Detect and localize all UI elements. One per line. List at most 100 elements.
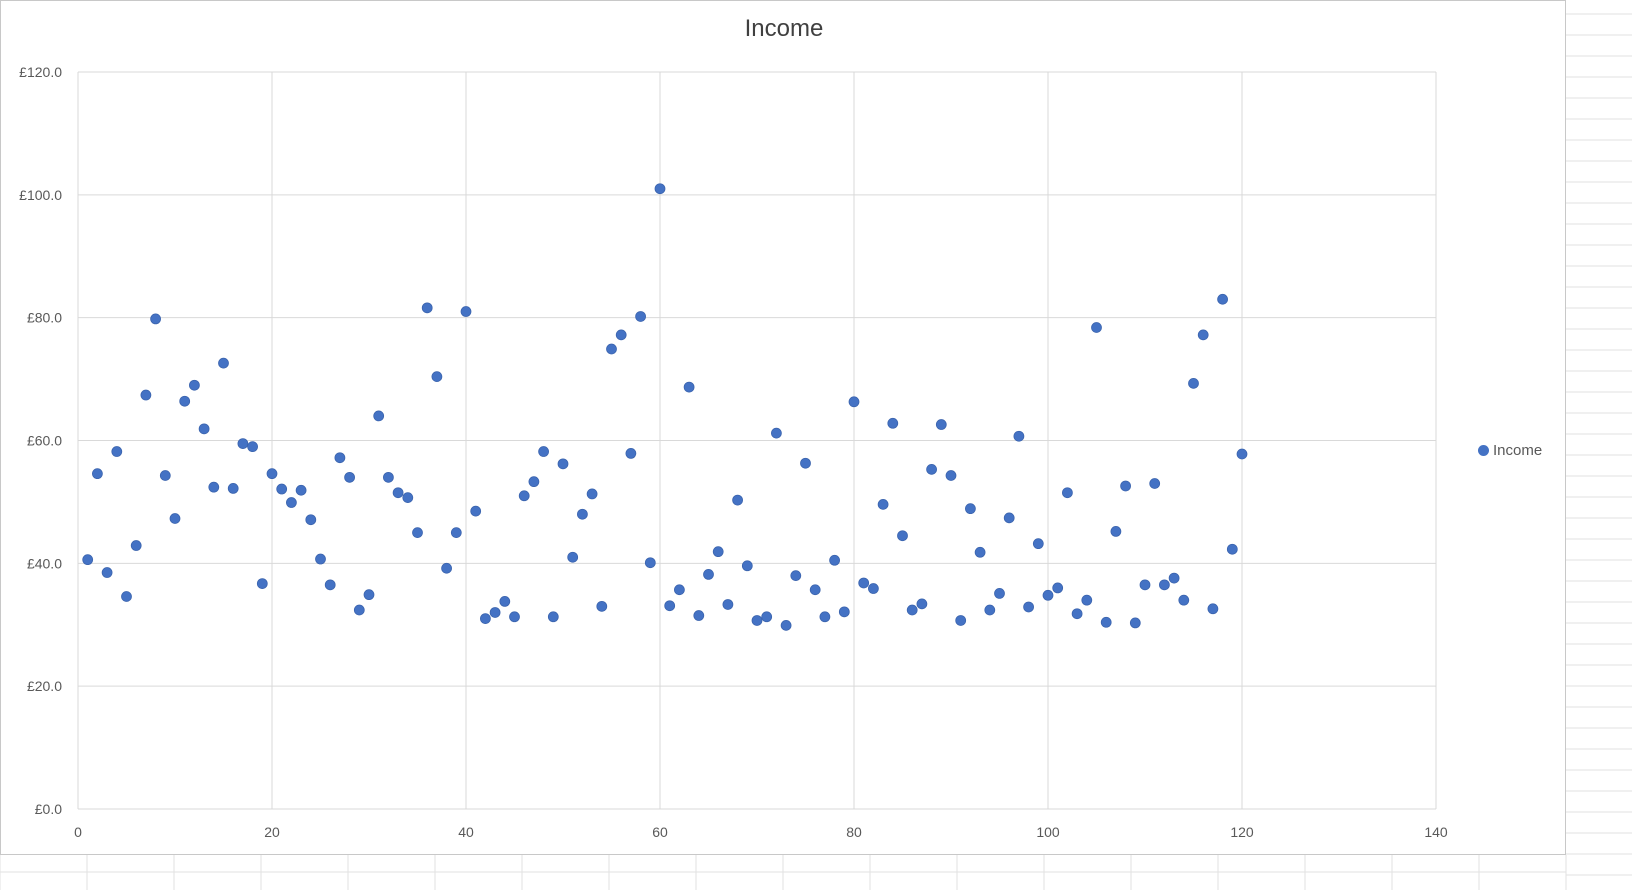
data-point[interactable] bbox=[615, 329, 627, 341]
data-point[interactable] bbox=[1052, 582, 1064, 594]
data-point[interactable] bbox=[92, 468, 103, 480]
data-point[interactable] bbox=[1168, 572, 1180, 584]
data-point[interactable] bbox=[1042, 589, 1054, 601]
data-point[interactable] bbox=[315, 553, 326, 565]
data-point[interactable] bbox=[421, 302, 433, 314]
data-point[interactable] bbox=[431, 371, 443, 383]
data-point[interactable] bbox=[169, 513, 181, 524]
data-point[interactable] bbox=[848, 396, 860, 408]
data-point[interactable] bbox=[538, 446, 549, 457]
data-point[interactable] bbox=[1071, 608, 1083, 620]
data-point[interactable] bbox=[1003, 512, 1015, 524]
data-point[interactable] bbox=[1081, 594, 1093, 606]
data-point[interactable] bbox=[179, 395, 191, 407]
data-point[interactable] bbox=[499, 596, 511, 607]
data-point[interactable] bbox=[1023, 601, 1034, 613]
data-point[interactable] bbox=[935, 419, 947, 430]
data-point[interactable] bbox=[334, 452, 346, 464]
data-point[interactable] bbox=[518, 490, 530, 502]
data-point[interactable] bbox=[528, 476, 540, 488]
data-point[interactable] bbox=[1120, 480, 1131, 492]
data-point[interactable] bbox=[984, 604, 996, 616]
data-point[interactable] bbox=[150, 313, 161, 325]
data-point[interactable] bbox=[412, 527, 423, 538]
data-point[interactable] bbox=[276, 483, 288, 495]
data-point[interactable] bbox=[383, 471, 394, 483]
legend[interactable]: Income bbox=[1478, 442, 1542, 459]
data-point[interactable] bbox=[441, 562, 452, 574]
data-point[interactable] bbox=[625, 448, 637, 459]
data-point[interactable] bbox=[392, 487, 404, 499]
data-point[interactable] bbox=[751, 615, 763, 626]
data-point[interactable] bbox=[1178, 594, 1190, 606]
data-point[interactable] bbox=[140, 389, 152, 401]
data-point[interactable] bbox=[683, 381, 695, 393]
data-point[interactable] bbox=[1197, 329, 1209, 341]
data-point[interactable] bbox=[703, 569, 714, 580]
data-point[interactable] bbox=[363, 589, 375, 601]
data-point[interactable] bbox=[111, 446, 123, 457]
data-point[interactable] bbox=[800, 457, 811, 469]
data-point[interactable] bbox=[974, 546, 986, 558]
data-point[interactable] bbox=[130, 540, 142, 551]
data-point[interactable] bbox=[741, 560, 753, 572]
data-point[interactable] bbox=[1110, 526, 1122, 537]
data-point[interactable] bbox=[674, 584, 685, 596]
data-point[interactable] bbox=[247, 441, 258, 453]
data-point[interactable] bbox=[1139, 579, 1151, 591]
data-point[interactable] bbox=[732, 494, 743, 506]
data-point[interactable] bbox=[916, 598, 928, 610]
data-point[interactable] bbox=[809, 584, 821, 596]
data-point[interactable] bbox=[654, 183, 666, 195]
data-point[interactable] bbox=[1013, 430, 1025, 442]
data-point[interactable] bbox=[858, 577, 870, 589]
data-point[interactable] bbox=[1062, 487, 1073, 499]
data-point[interactable] bbox=[237, 438, 249, 449]
data-point[interactable] bbox=[1159, 579, 1170, 591]
data-point[interactable] bbox=[1207, 603, 1219, 615]
data-point[interactable] bbox=[644, 557, 656, 569]
data-point[interactable] bbox=[635, 311, 646, 322]
data-point[interactable] bbox=[1226, 543, 1238, 555]
data-point[interactable] bbox=[606, 343, 617, 355]
data-point[interactable] bbox=[373, 410, 385, 422]
data-point[interactable] bbox=[547, 611, 559, 623]
data-point[interactable] bbox=[868, 583, 879, 594]
data-point[interactable] bbox=[208, 481, 220, 493]
data-point[interactable] bbox=[1188, 378, 1199, 389]
data-point[interactable] bbox=[1129, 617, 1141, 629]
data-point[interactable] bbox=[557, 458, 569, 470]
data-point[interactable] bbox=[324, 579, 336, 591]
data-point[interactable] bbox=[577, 508, 588, 520]
data-point[interactable] bbox=[101, 567, 113, 578]
data-point[interactable] bbox=[295, 484, 307, 496]
data-point[interactable] bbox=[906, 604, 918, 616]
data-point[interactable] bbox=[994, 588, 1005, 599]
data-point[interactable] bbox=[1032, 538, 1044, 550]
data-point[interactable] bbox=[1100, 616, 1112, 628]
data-point[interactable] bbox=[838, 606, 850, 618]
data-point[interactable] bbox=[722, 599, 734, 610]
data-point[interactable] bbox=[596, 600, 608, 612]
data-point[interactable] bbox=[353, 604, 365, 616]
data-point[interactable] bbox=[82, 554, 94, 566]
data-point[interactable] bbox=[945, 470, 957, 481]
data-point[interactable] bbox=[218, 357, 229, 369]
data-point[interactable] bbox=[829, 554, 840, 566]
data-point[interactable] bbox=[509, 611, 520, 623]
data-point[interactable] bbox=[790, 570, 802, 581]
data-point[interactable] bbox=[1236, 448, 1248, 460]
chart-area[interactable]: Income £0.0 £20.0 £40.0 £60.0 £80.0 £100.0 £12… bbox=[0, 0, 1566, 855]
data-point[interactable] bbox=[159, 470, 171, 481]
data-point[interactable] bbox=[693, 610, 705, 621]
data-point[interactable] bbox=[877, 498, 889, 510]
data-point[interactable] bbox=[286, 497, 297, 508]
data-point[interactable] bbox=[450, 527, 462, 538]
data-point[interactable] bbox=[897, 530, 908, 542]
data-point[interactable] bbox=[819, 611, 831, 623]
data-point[interactable] bbox=[344, 471, 355, 483]
data-point[interactable] bbox=[256, 578, 268, 589]
data-point[interactable] bbox=[198, 423, 210, 435]
data-point[interactable] bbox=[227, 483, 239, 494]
data-point[interactable] bbox=[1217, 293, 1228, 305]
